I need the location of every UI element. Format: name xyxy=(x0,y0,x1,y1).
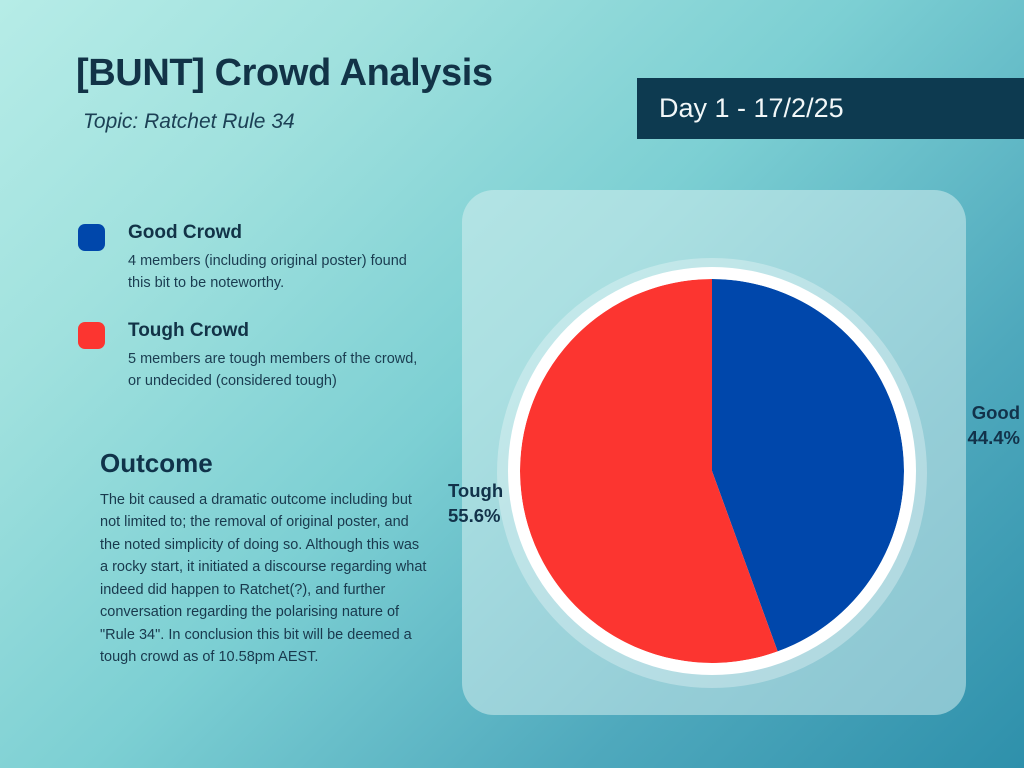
swatch-tough-icon xyxy=(78,322,105,349)
outcome-text: The bit caused a dramatic outcome includ… xyxy=(100,492,427,666)
pie-slice-tough xyxy=(520,279,778,663)
outcome-heading: Outcome xyxy=(100,448,213,478)
date-badge-label: Day 1 - 17/2/25 xyxy=(659,93,844,123)
pie-chart xyxy=(520,279,904,663)
legend-good-description: 4 members (including original poster) fo… xyxy=(128,252,407,291)
pie-label-good-name: Good xyxy=(971,402,1020,423)
pie-label-good-percent: 44.4% xyxy=(967,426,1020,448)
legend-tough-description: 5 members are tough members of the crowd… xyxy=(128,350,418,389)
pie-label-tough-name: Tough xyxy=(448,480,504,501)
legend-good-title: Good Crowd xyxy=(128,222,242,243)
pie-label-good: Good 44.4% xyxy=(896,401,1020,451)
page-title: [BUNT] Crowd Analysis xyxy=(76,52,493,94)
swatch-good-icon xyxy=(78,224,105,251)
outcome-section: Outcome The bit caused a dramatic outcom… xyxy=(100,448,430,669)
pie-slice-good xyxy=(712,279,904,652)
legend-tough-title: Tough Crowd xyxy=(128,320,250,341)
date-badge: Day 1 - 17/2/25 xyxy=(637,78,1024,139)
pie-label-tough-percent: 55.6% xyxy=(448,504,501,526)
pie-chart-svg xyxy=(520,279,904,663)
legend-item-tough-crowd: Tough Crowd 5 members are tough members … xyxy=(78,320,428,392)
page-subtitle: Topic: Ratchet Rule 34 xyxy=(83,110,295,133)
legend-item-good-crowd: Good Crowd 4 members (including original… xyxy=(78,222,428,294)
pie-label-tough: Tough 55.6% xyxy=(448,479,568,529)
